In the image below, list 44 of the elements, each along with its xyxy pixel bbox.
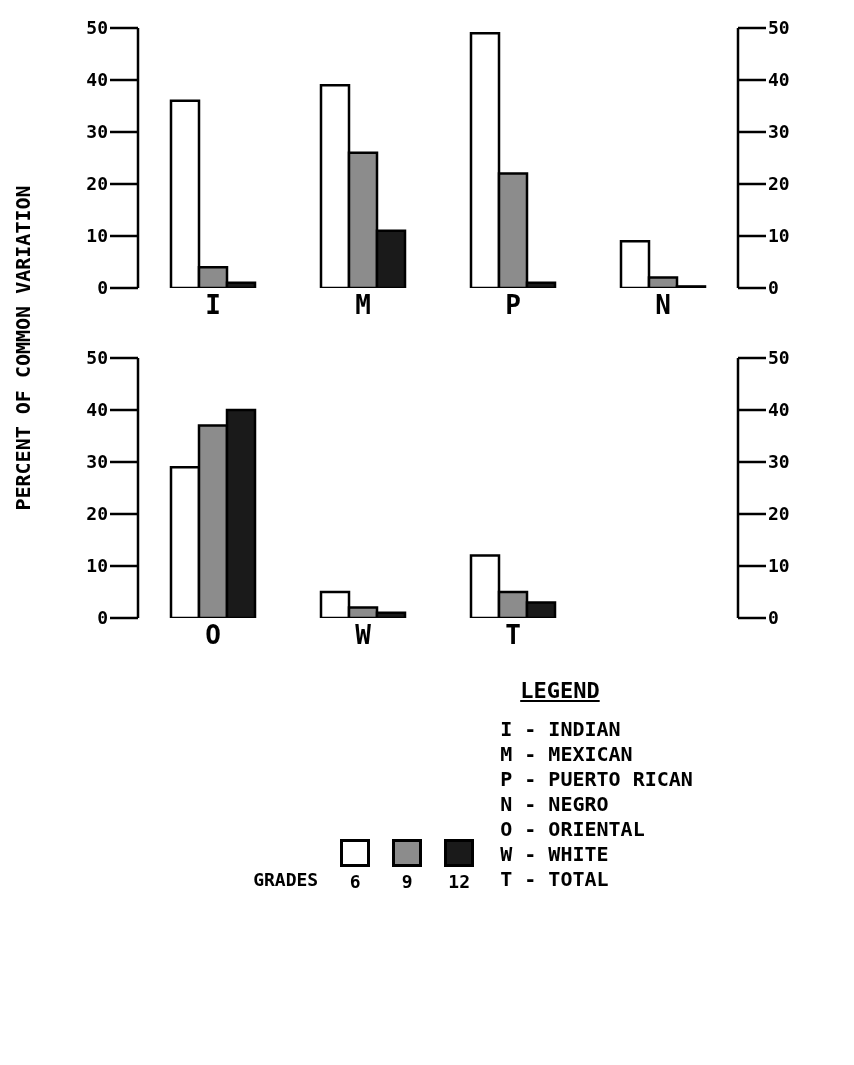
y2-tick-label: 50 (768, 347, 790, 369)
text: M - MEXICAN (500, 742, 634, 767)
text: T - TOTAL (500, 867, 610, 892)
legend-label: 6 (349, 871, 361, 892)
x-tick-label: I (205, 290, 221, 321)
y-tick-label: 40 (86, 399, 108, 421)
legend-label: 12 (448, 871, 471, 892)
legend-label: 9 (401, 871, 413, 892)
y2-tick-label: 10 (768, 555, 790, 577)
text: W - WHITE (500, 842, 610, 867)
y-tick-label: 10 (86, 225, 108, 247)
y-tick-label: 20 (86, 503, 108, 525)
y2-tick-label: 0 (768, 277, 779, 299)
x-tick-label: O (205, 620, 221, 651)
y2-tick-label: 40 (768, 399, 790, 421)
y-tick-label: 30 (86, 121, 108, 143)
legend-title: GRADES (253, 869, 319, 892)
y-tick-label: 0 (97, 607, 108, 629)
y2-tick-label: 40 (768, 69, 790, 91)
text: LEGEND (520, 678, 601, 703)
y2-tick-label: 20 (768, 173, 790, 195)
y-tick-label: 10 (86, 555, 108, 577)
y2-tick-label: 50 (768, 17, 790, 39)
y2-tick-label: 0 (768, 607, 779, 629)
y2-tick-label: 20 (768, 503, 790, 525)
text: I - INDIAN (500, 717, 622, 742)
x-tick-label: N (655, 290, 671, 321)
y-tick-label: 20 (86, 173, 108, 195)
text: N - NEGRO (500, 792, 610, 817)
y2-tick-label: 30 (768, 451, 790, 473)
x-tick-label: M (355, 290, 371, 321)
y-tick-label: 50 (86, 17, 108, 39)
x-tick-label: P (505, 290, 521, 321)
y2-tick-label: 10 (768, 225, 790, 247)
y-axis-title: PERCENT OF COMMON VARIATION (11, 185, 36, 511)
x-tick-label: T (505, 620, 521, 651)
y-tick-label: 50 (86, 347, 108, 369)
x-tick-label: W (355, 620, 372, 651)
y-tick-label: 40 (86, 69, 108, 91)
text: O - ORIENTAL (500, 817, 646, 842)
y-tick-label: 30 (86, 451, 108, 473)
y-tick-label: 0 (97, 277, 108, 299)
y2-tick-label: 30 (768, 121, 790, 143)
text: P - PUERTO RICAN (500, 767, 693, 792)
